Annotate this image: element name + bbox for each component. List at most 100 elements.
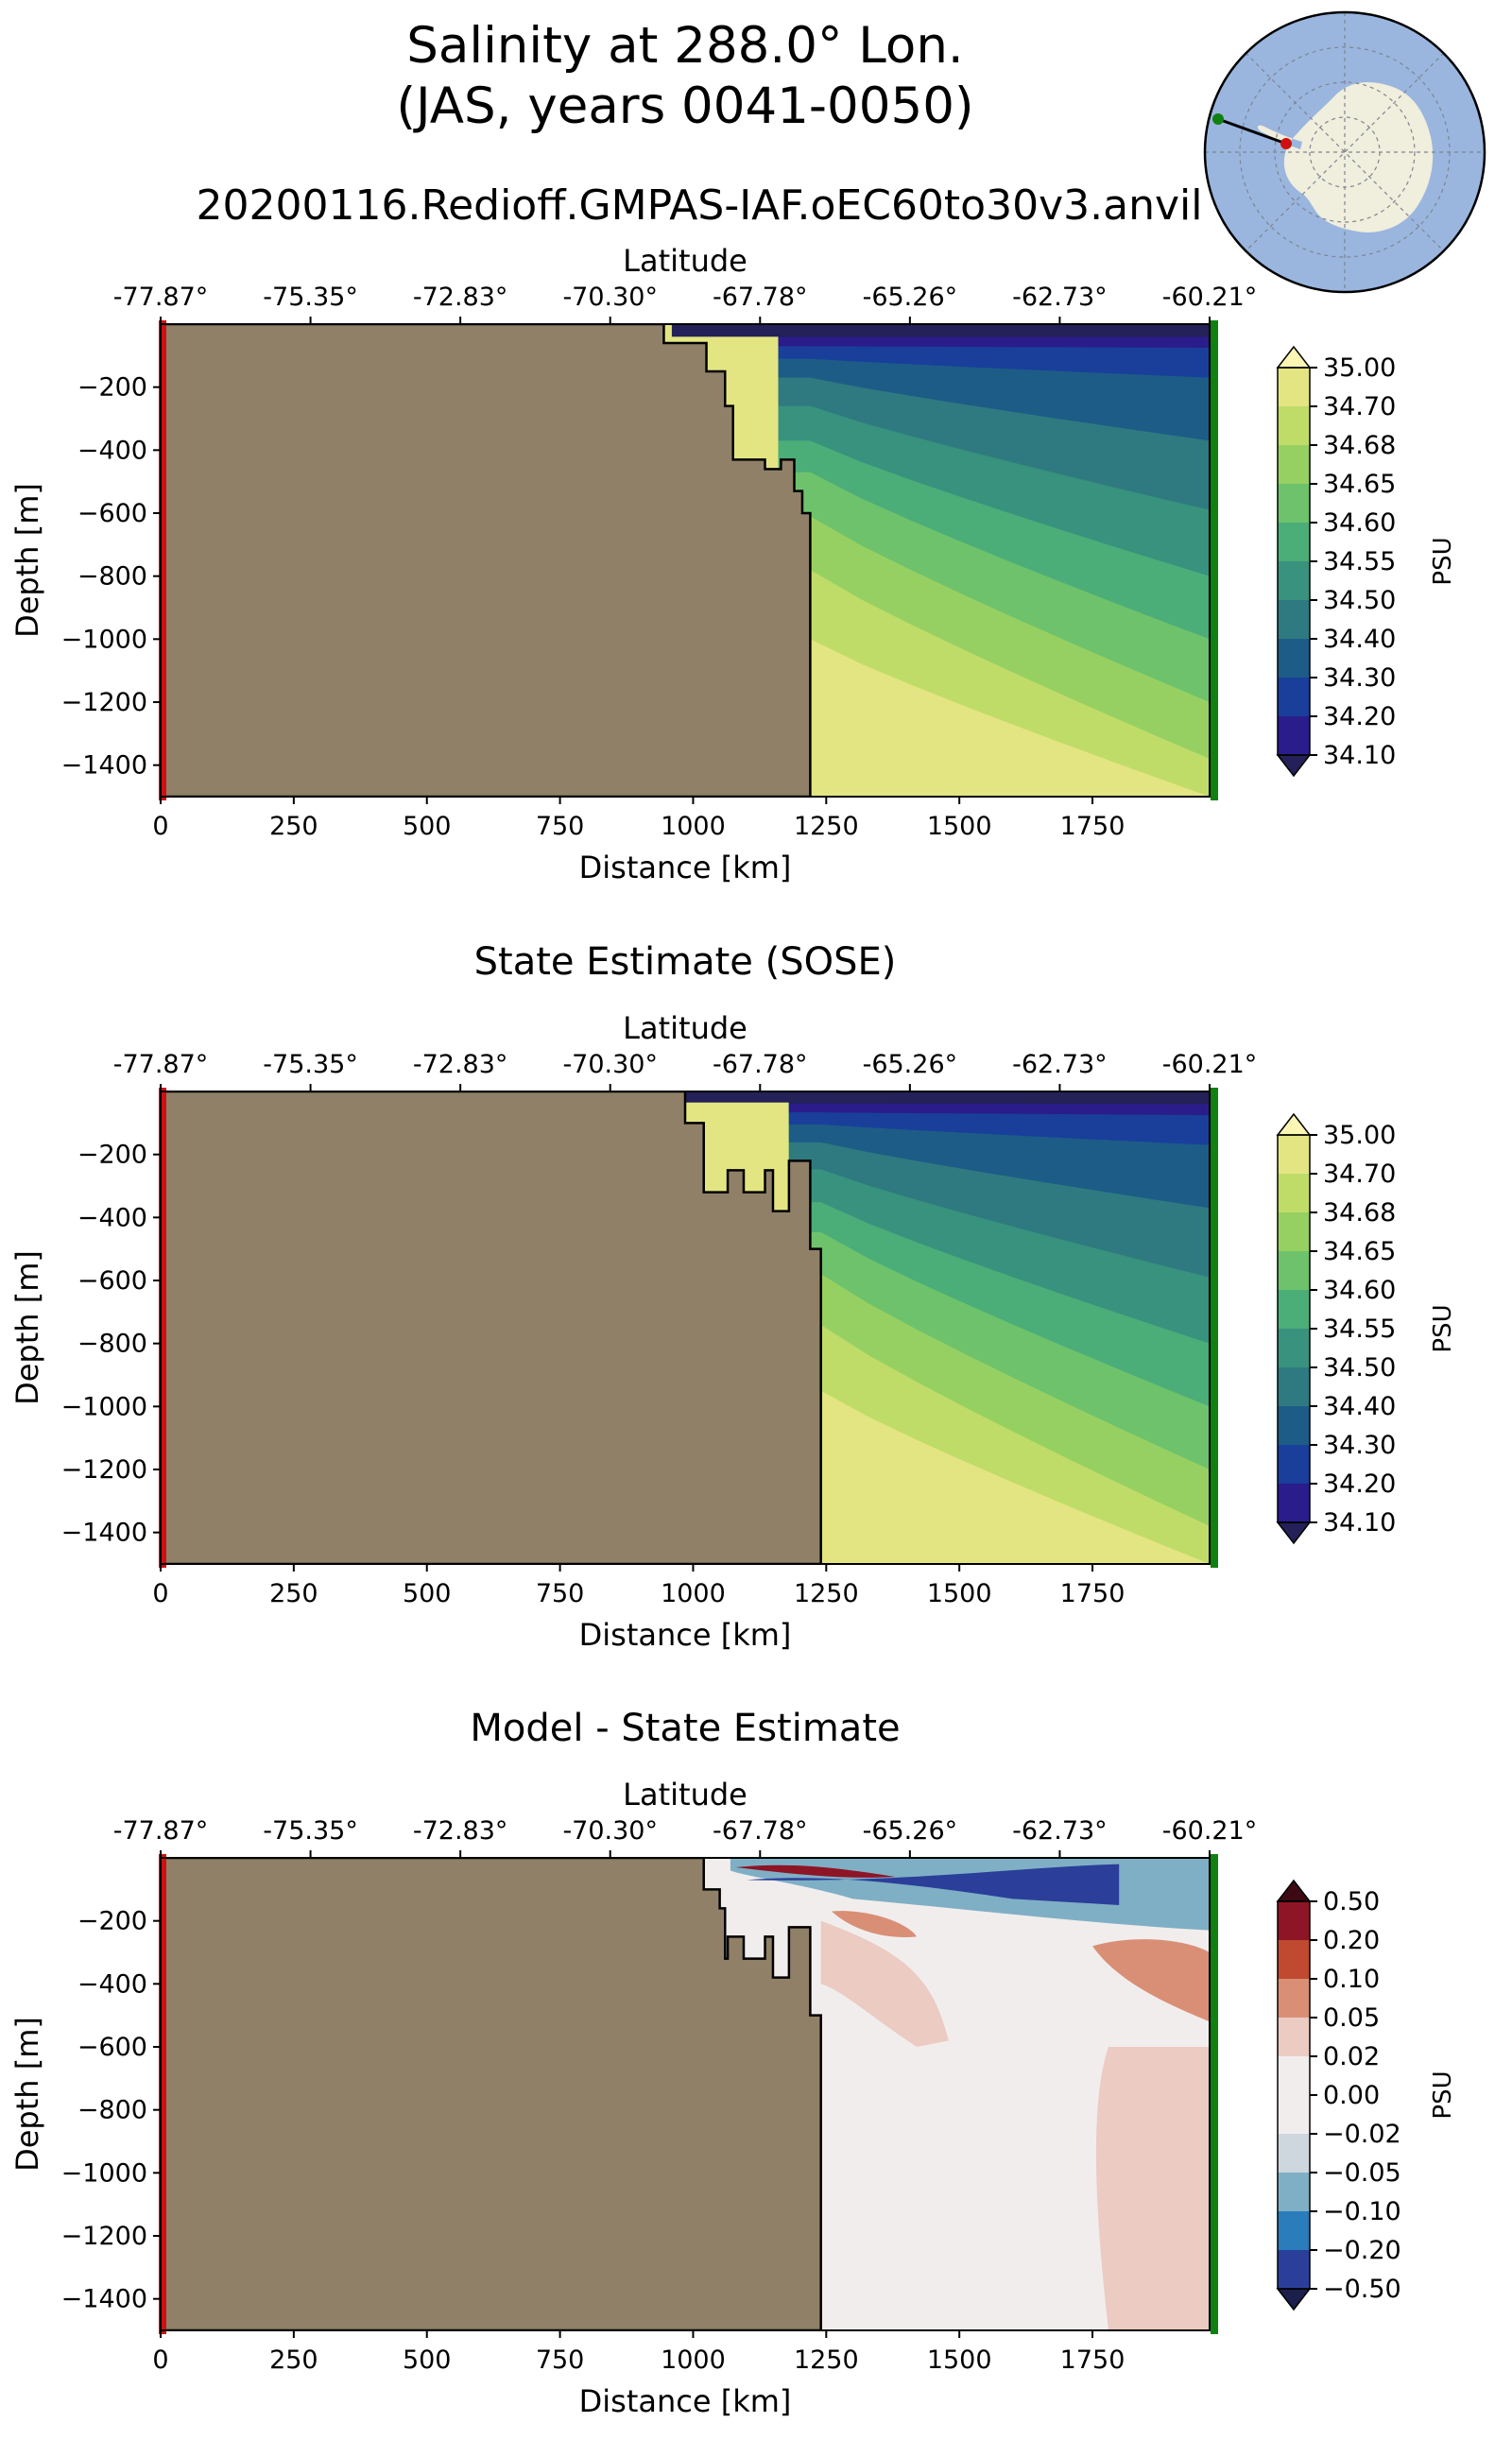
- lat-tick-label: -72.83°: [413, 1050, 508, 1079]
- y-tick-label: −1400: [61, 751, 147, 781]
- bathymetry-mask: [161, 1858, 822, 2330]
- y-tick-label: −600: [77, 2033, 147, 2062]
- y-tick-label: −1200: [61, 688, 147, 717]
- y-tick-label: −200: [77, 1907, 147, 1936]
- panels: 0 250 500 750 1000 1250 1500 1750 Distance [km] -…: [9, 243, 1457, 2419]
- colorbar-tick-label: 35.00: [1323, 353, 1396, 383]
- x-tick-label: 1250: [794, 1579, 859, 1608]
- diff-offshore-positive: [1092, 1939, 1210, 2022]
- x-tick-label: 0: [152, 2345, 168, 2375]
- x-tick-label: 250: [269, 2345, 318, 2375]
- x-tick-label: 1000: [661, 2345, 726, 2375]
- x-tick-label: 1250: [794, 2345, 859, 2375]
- bathymetry-mask: [161, 324, 812, 797]
- transect-end-marker: [1211, 320, 1218, 800]
- panel-sose: State Estimate (SOSE) 0 250 500 750 1000 1250 1…: [9, 940, 1457, 1653]
- colorbar-tick-label: 34.70: [1323, 1160, 1396, 1189]
- lat-tick-label: -75.35°: [263, 1050, 358, 1079]
- transect-end-marker: [1211, 1854, 1218, 2334]
- inset-graticule: [1205, 12, 1485, 292]
- colorbar-tick-label: −0.05: [1323, 2158, 1401, 2188]
- lat-tick-label: -60.21°: [1162, 283, 1258, 312]
- colorbar-tick-label: 34.20: [1323, 702, 1396, 731]
- antarctica-locator-map: [1203, 10, 1486, 294]
- colorbar-segment: [1278, 2134, 1310, 2174]
- lat-tick-label: -67.78°: [713, 283, 808, 312]
- field-sose: [161, 1091, 1210, 1564]
- y-tick-label: −1400: [61, 1519, 147, 1548]
- colorbar-tick-label: 34.50: [1323, 1353, 1396, 1383]
- field-model: [161, 324, 1210, 797]
- x-tick-label: 750: [536, 1579, 585, 1608]
- colorbar-segment: [1278, 561, 1310, 601]
- colorbar-segment: [1278, 1135, 1310, 1175]
- colorbar-segment: [1278, 1212, 1310, 1252]
- colorbar-extend-top: [1276, 1112, 1312, 1136]
- axes-frame: [160, 323, 1211, 798]
- lat-tick-label: -67.78°: [713, 1050, 808, 1079]
- colorbar-segment: [1278, 2018, 1310, 2057]
- panel-title-difference: Model - State Estimate: [470, 1707, 900, 1750]
- colorbar-tick-label: 0.20: [1323, 1926, 1380, 1955]
- colorbar-tick-label: 34.60: [1323, 1276, 1396, 1305]
- colorbar-segment: [1278, 1290, 1310, 1330]
- transect-start-marker: [159, 320, 166, 800]
- colorbar-extend-bottom: [1276, 1521, 1312, 1545]
- lat-tick-label: -62.73°: [1012, 283, 1108, 312]
- top-axis-label: Latitude: [623, 1010, 747, 1046]
- x-tick-label: 250: [269, 812, 318, 841]
- colorbar-segment: [1278, 368, 1310, 407]
- colorbar-segment: [1278, 2173, 1310, 2212]
- x-tick-label: 750: [536, 2345, 585, 2375]
- x-tick-label: 1500: [927, 812, 992, 841]
- colorbar-label: PSU: [1429, 2070, 1457, 2119]
- colorbar-tick-label: 34.40: [1323, 625, 1396, 654]
- lat-tick-label: -60.21°: [1162, 1050, 1258, 1079]
- colorbar-tick-label: −0.02: [1323, 2120, 1401, 2149]
- y-tick-label: −400: [77, 1969, 147, 1999]
- lat-tick-label: -65.26°: [863, 283, 958, 312]
- lat-tick-label: -62.73°: [1012, 1050, 1108, 1079]
- colorbar-segment: [1278, 1174, 1310, 1213]
- colorbar-tick-label: 0.02: [1323, 2042, 1380, 2071]
- lat-tick-label: -65.26°: [863, 1816, 958, 1846]
- y-tick-label: −800: [77, 1330, 147, 1359]
- x-tick-label: 0: [152, 812, 168, 841]
- colorbar-segment: [1278, 445, 1310, 485]
- x-axis-label: Distance [km]: [579, 1617, 792, 1653]
- panel-model: 0 250 500 750 1000 1250 1500 1750 Distance [km] -…: [9, 243, 1457, 885]
- lat-tick-label: -75.35°: [263, 283, 358, 312]
- lat-tick-label: -72.83°: [413, 283, 508, 312]
- colorbar-tick-label: 34.70: [1323, 392, 1396, 421]
- top-axis-label: Latitude: [623, 1777, 747, 1813]
- colorbar-segment: [1278, 1445, 1310, 1485]
- colorbar-segment: [1278, 2211, 1310, 2251]
- colorbar-segment: [1278, 1940, 1310, 1980]
- lat-tick-label: -72.83°: [413, 1816, 508, 1846]
- colorbar-tick-label: 34.30: [1323, 663, 1396, 693]
- run-name: 20200116.Redioff.GMPAS-IAF.oEC60to30v3.a…: [197, 181, 1203, 230]
- colorbar-tick-label: 0.50: [1323, 1887, 1380, 1916]
- inset-map-border: [1203, 10, 1486, 294]
- colorbar-tick-label: 34.68: [1323, 1198, 1396, 1228]
- x-axis-label: Distance [km]: [579, 2383, 792, 2419]
- bathymetry-mask: [161, 1091, 822, 1564]
- panel-title-sose: State Estimate (SOSE): [474, 940, 897, 984]
- x-axis-label: Distance [km]: [579, 850, 792, 885]
- axes-frame: [160, 1091, 1211, 1565]
- y-tick-label: −1200: [61, 1455, 147, 1485]
- x-tick-label: 250: [269, 1579, 318, 1608]
- x-tick-label: 1750: [1060, 812, 1125, 841]
- colorbar-tick-label: −0.10: [1323, 2197, 1401, 2226]
- x-tick-label: 1750: [1060, 2345, 1125, 2375]
- diff-surface-positive: [735, 1864, 896, 1878]
- colorbar-extend-top: [1276, 345, 1312, 369]
- transect-end-marker: [1211, 1088, 1218, 1568]
- surface-layer: [671, 324, 1210, 337]
- colorbar-segment: [1278, 406, 1310, 446]
- colorbar-tick-label: 34.10: [1323, 1508, 1396, 1538]
- colorbar-segment: [1278, 484, 1310, 524]
- colorbar-segment: [1278, 1251, 1310, 1291]
- colorbar-segment: [1278, 1367, 1310, 1407]
- x-tick-label: 500: [403, 1579, 452, 1608]
